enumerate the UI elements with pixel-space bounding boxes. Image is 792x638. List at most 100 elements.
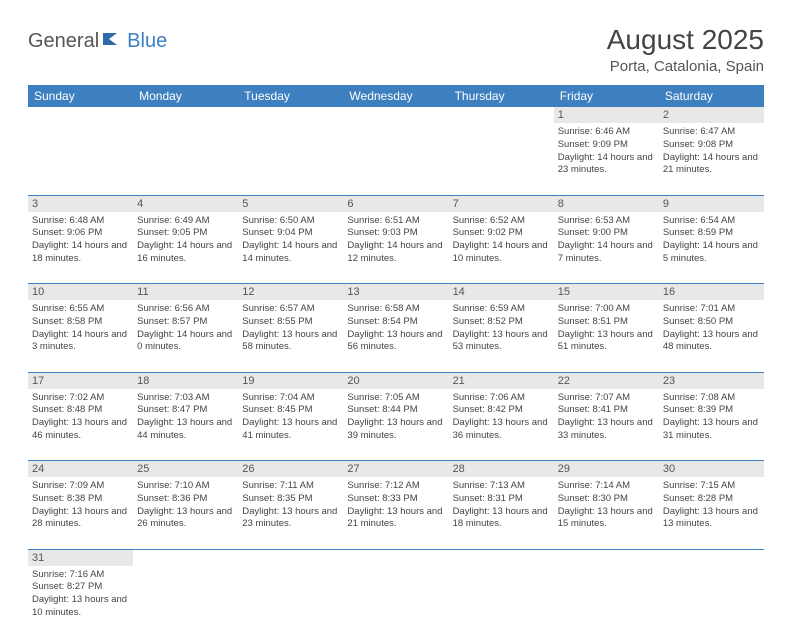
day-info: Sunrise: 6:56 AMSunset: 8:57 PMDaylight:… (137, 303, 234, 354)
day-number-cell: 16 (659, 284, 764, 301)
day-cell: Sunrise: 6:57 AMSunset: 8:55 PMDaylight:… (238, 300, 343, 372)
day-number-cell: 13 (343, 284, 448, 301)
day-number-cell (449, 107, 554, 123)
day-number-cell: 30 (659, 461, 764, 478)
day-info: Sunrise: 7:16 AMSunset: 8:27 PMDaylight:… (32, 569, 129, 620)
day-number-cell (343, 549, 448, 566)
day-number-cell (238, 107, 343, 123)
day-cell: Sunrise: 7:13 AMSunset: 8:31 PMDaylight:… (449, 477, 554, 549)
day-cell: Sunrise: 6:58 AMSunset: 8:54 PMDaylight:… (343, 300, 448, 372)
day-cell: Sunrise: 7:06 AMSunset: 8:42 PMDaylight:… (449, 389, 554, 461)
day-cell: Sunrise: 7:15 AMSunset: 8:28 PMDaylight:… (659, 477, 764, 549)
day-cell: Sunrise: 7:04 AMSunset: 8:45 PMDaylight:… (238, 389, 343, 461)
header: General Blue August 2025 Porta, Cataloni… (28, 24, 764, 75)
day-cell: Sunrise: 6:51 AMSunset: 9:03 PMDaylight:… (343, 212, 448, 284)
weekday-header: Thursday (449, 85, 554, 107)
day-cell: Sunrise: 7:08 AMSunset: 8:39 PMDaylight:… (659, 389, 764, 461)
day-number-cell: 7 (449, 195, 554, 212)
calendar-table: SundayMondayTuesdayWednesdayThursdayFrid… (28, 85, 764, 638)
day-number-cell (238, 549, 343, 566)
day-info: Sunrise: 7:15 AMSunset: 8:28 PMDaylight:… (663, 480, 760, 531)
day-number-cell: 8 (554, 195, 659, 212)
day-number-cell: 14 (449, 284, 554, 301)
day-info: Sunrise: 6:53 AMSunset: 9:00 PMDaylight:… (558, 215, 655, 266)
logo: General Blue (28, 24, 167, 53)
day-number-cell: 28 (449, 461, 554, 478)
day-cell: Sunrise: 6:46 AMSunset: 9:09 PMDaylight:… (554, 123, 659, 195)
day-number-cell (28, 107, 133, 123)
day-number-cell: 5 (238, 195, 343, 212)
day-info: Sunrise: 7:02 AMSunset: 8:48 PMDaylight:… (32, 392, 129, 443)
weekday-header: Wednesday (343, 85, 448, 107)
day-info: Sunrise: 6:54 AMSunset: 8:59 PMDaylight:… (663, 215, 760, 266)
day-number-cell: 24 (28, 461, 133, 478)
day-number-cell: 6 (343, 195, 448, 212)
day-info: Sunrise: 7:05 AMSunset: 8:44 PMDaylight:… (347, 392, 444, 443)
day-cell (659, 566, 764, 638)
day-number-cell: 31 (28, 549, 133, 566)
day-number-cell: 1 (554, 107, 659, 123)
day-cell: Sunrise: 6:54 AMSunset: 8:59 PMDaylight:… (659, 212, 764, 284)
day-info: Sunrise: 6:50 AMSunset: 9:04 PMDaylight:… (242, 215, 339, 266)
day-info: Sunrise: 6:58 AMSunset: 8:54 PMDaylight:… (347, 303, 444, 354)
weekday-header: Tuesday (238, 85, 343, 107)
logo-text-general: General (28, 30, 99, 53)
location: Porta, Catalonia, Spain (607, 58, 764, 75)
day-number-cell: 15 (554, 284, 659, 301)
day-cell: Sunrise: 6:59 AMSunset: 8:52 PMDaylight:… (449, 300, 554, 372)
day-info: Sunrise: 6:55 AMSunset: 8:58 PMDaylight:… (32, 303, 129, 354)
day-cell: Sunrise: 6:56 AMSunset: 8:57 PMDaylight:… (133, 300, 238, 372)
day-cell: Sunrise: 7:12 AMSunset: 8:33 PMDaylight:… (343, 477, 448, 549)
day-info: Sunrise: 7:09 AMSunset: 8:38 PMDaylight:… (32, 480, 129, 531)
day-number-cell: 21 (449, 372, 554, 389)
day-info: Sunrise: 7:03 AMSunset: 8:47 PMDaylight:… (137, 392, 234, 443)
day-cell: Sunrise: 6:48 AMSunset: 9:06 PMDaylight:… (28, 212, 133, 284)
day-number-cell: 9 (659, 195, 764, 212)
day-number-cell: 10 (28, 284, 133, 301)
day-info: Sunrise: 7:04 AMSunset: 8:45 PMDaylight:… (242, 392, 339, 443)
day-cell: Sunrise: 7:10 AMSunset: 8:36 PMDaylight:… (133, 477, 238, 549)
day-cell (28, 123, 133, 195)
weekday-header: Sunday (28, 85, 133, 107)
day-number-cell: 26 (238, 461, 343, 478)
day-cell: Sunrise: 6:53 AMSunset: 9:00 PMDaylight:… (554, 212, 659, 284)
day-number-cell: 12 (238, 284, 343, 301)
day-cell (449, 123, 554, 195)
day-number-cell: 2 (659, 107, 764, 123)
day-cell: Sunrise: 6:55 AMSunset: 8:58 PMDaylight:… (28, 300, 133, 372)
day-cell: Sunrise: 6:47 AMSunset: 9:08 PMDaylight:… (659, 123, 764, 195)
calendar-body: 12Sunrise: 6:46 AMSunset: 9:09 PMDayligh… (28, 107, 764, 638)
day-cell: Sunrise: 7:09 AMSunset: 8:38 PMDaylight:… (28, 477, 133, 549)
flag-icon (103, 31, 125, 52)
day-number-cell (449, 549, 554, 566)
day-info: Sunrise: 6:49 AMSunset: 9:05 PMDaylight:… (137, 215, 234, 266)
day-cell: Sunrise: 6:52 AMSunset: 9:02 PMDaylight:… (449, 212, 554, 284)
day-number-cell: 23 (659, 372, 764, 389)
day-number-cell: 11 (133, 284, 238, 301)
day-number-cell: 20 (343, 372, 448, 389)
day-number-cell: 18 (133, 372, 238, 389)
day-number-cell: 27 (343, 461, 448, 478)
day-cell (133, 123, 238, 195)
day-cell: Sunrise: 6:50 AMSunset: 9:04 PMDaylight:… (238, 212, 343, 284)
day-number-cell: 22 (554, 372, 659, 389)
day-info: Sunrise: 6:47 AMSunset: 9:08 PMDaylight:… (663, 126, 760, 177)
day-cell: Sunrise: 7:02 AMSunset: 8:48 PMDaylight:… (28, 389, 133, 461)
day-number-cell: 29 (554, 461, 659, 478)
day-cell: Sunrise: 7:11 AMSunset: 8:35 PMDaylight:… (238, 477, 343, 549)
day-info: Sunrise: 6:59 AMSunset: 8:52 PMDaylight:… (453, 303, 550, 354)
day-cell (343, 566, 448, 638)
day-info: Sunrise: 7:11 AMSunset: 8:35 PMDaylight:… (242, 480, 339, 531)
day-info: Sunrise: 6:52 AMSunset: 9:02 PMDaylight:… (453, 215, 550, 266)
calendar-head: SundayMondayTuesdayWednesdayThursdayFrid… (28, 85, 764, 107)
day-cell: Sunrise: 7:01 AMSunset: 8:50 PMDaylight:… (659, 300, 764, 372)
day-cell (554, 566, 659, 638)
day-cell (133, 566, 238, 638)
day-number-cell: 3 (28, 195, 133, 212)
day-number-cell: 25 (133, 461, 238, 478)
day-number-cell: 17 (28, 372, 133, 389)
day-cell: Sunrise: 7:05 AMSunset: 8:44 PMDaylight:… (343, 389, 448, 461)
day-number-cell (343, 107, 448, 123)
weekday-header: Saturday (659, 85, 764, 107)
day-info: Sunrise: 7:07 AMSunset: 8:41 PMDaylight:… (558, 392, 655, 443)
